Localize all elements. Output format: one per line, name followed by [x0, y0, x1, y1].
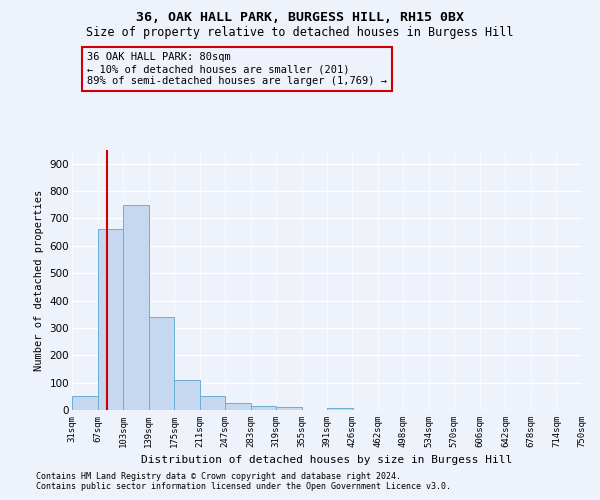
Bar: [123, 204, 149, 410]
Text: Contains public sector information licensed under the Open Government Licence v3: Contains public sector information licen…: [36, 482, 451, 491]
Bar: [225, 403, 251, 410]
Text: 36, OAK HALL PARK, BURGESS HILL, RH15 0BX: 36, OAK HALL PARK, BURGESS HILL, RH15 0B…: [136, 11, 464, 24]
Bar: [174, 380, 200, 410]
Bar: [200, 396, 225, 410]
Text: Size of property relative to detached houses in Burgess Hill: Size of property relative to detached ho…: [86, 26, 514, 39]
Bar: [328, 408, 353, 410]
Bar: [72, 396, 98, 410]
X-axis label: Distribution of detached houses by size in Burgess Hill: Distribution of detached houses by size …: [142, 456, 512, 466]
Y-axis label: Number of detached properties: Number of detached properties: [34, 190, 44, 370]
Bar: [149, 317, 174, 410]
Text: Contains HM Land Registry data © Crown copyright and database right 2024.: Contains HM Land Registry data © Crown c…: [36, 472, 401, 481]
Bar: [251, 406, 276, 410]
Text: 36 OAK HALL PARK: 80sqm
← 10% of detached houses are smaller (201)
89% of semi-d: 36 OAK HALL PARK: 80sqm ← 10% of detache…: [87, 52, 387, 86]
Bar: [276, 406, 302, 410]
Bar: [98, 230, 123, 410]
